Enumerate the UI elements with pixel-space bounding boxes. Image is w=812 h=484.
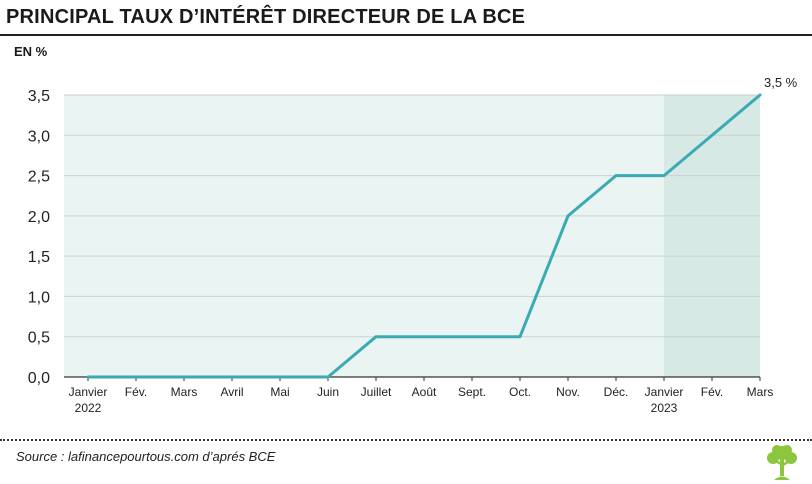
x-tick-label: Oct. [509,385,531,399]
x-tick-label: Fév. [125,385,147,399]
y-tick-label: 2,5 [28,169,50,186]
highlight-band-2023 [664,95,760,377]
x-tick-label-year: 2023 [651,401,678,415]
y-tick-label: 0,0 [28,370,50,387]
series-line [86,93,762,379]
footer-rule [0,439,812,441]
x-tick-label: Avril [220,385,243,399]
y-tick-label: 0,5 [28,330,50,347]
x-tick-label: Juillet [361,385,392,399]
x-tick-label: Janvier [645,385,684,399]
plot-background [64,95,760,377]
unit-label: EN % [14,44,48,59]
tree-icon [767,445,797,480]
x-tick-label: Sept. [458,385,486,399]
x-tick-label: Mai [270,385,289,399]
x-tick-label: Fév. [701,385,723,399]
x-tick-label: Mars [747,385,774,399]
chart-title: PRINCIPAL TAUX D’INTÉRÊT DIRECTEUR DE LA… [6,6,526,28]
x-tick-label: Nov. [556,385,580,399]
y-tick-label: 1,5 [28,249,50,266]
x-tick-label-year: 2022 [75,401,102,415]
y-tick-label: 1,0 [28,289,50,306]
title-rule [0,34,812,36]
x-tick-label: Août [412,385,437,399]
y-tick-label: 2,0 [28,209,50,226]
y-tick-label: 3,0 [28,128,50,145]
line-chart: 0,0 0,5 1,0 1,5 2,0 2,5 3,0 3,5 Janvier 2022 Fév. M… [28,75,798,415]
source-note: Source : lafinancepourtous.com d’aprés B… [16,449,276,464]
y-tick-label: 3,5 [28,88,50,105]
x-tick-label: Juin [317,385,339,399]
x-tick-label: Mars [171,385,198,399]
x-tick-label: Déc. [604,385,629,399]
end-value-label: 3,5 % [764,75,798,90]
x-tick-label: Janvier [69,385,108,399]
